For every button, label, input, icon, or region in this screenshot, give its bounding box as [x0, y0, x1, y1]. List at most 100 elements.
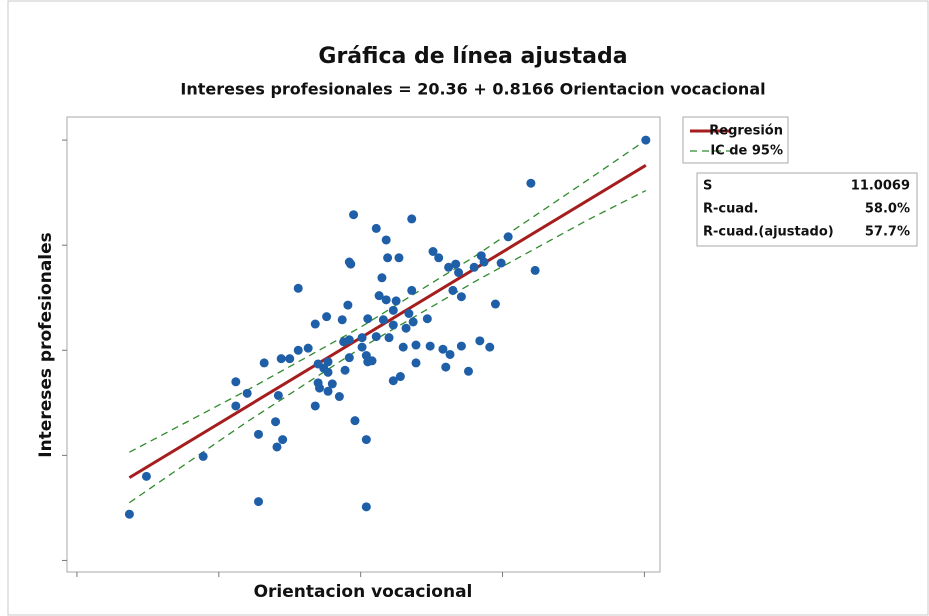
point: [469, 262, 479, 272]
point: [349, 210, 359, 220]
point: [231, 377, 241, 387]
point: [428, 247, 438, 257]
point: [361, 502, 371, 512]
point: [404, 309, 414, 319]
point: [384, 333, 394, 343]
point: [444, 262, 454, 272]
point: [357, 342, 367, 352]
point: [451, 259, 461, 269]
point: [371, 332, 381, 342]
point: [422, 314, 432, 324]
point: [378, 315, 388, 325]
chart-title: Gráfica de línea ajustada: [318, 44, 627, 69]
point: [363, 314, 373, 324]
point: [503, 232, 513, 242]
point: [456, 341, 466, 351]
point: [357, 333, 367, 343]
point: [394, 253, 404, 263]
point: [323, 357, 333, 367]
stat-value: 57.7%: [865, 225, 910, 240]
legend-label: IC de 95%: [710, 144, 783, 159]
point: [374, 291, 384, 301]
point: [273, 390, 283, 400]
point: [448, 285, 458, 295]
point: [315, 383, 325, 393]
stat-name: R-cuad.(ajustado): [703, 225, 834, 240]
point: [323, 367, 333, 377]
point: [463, 366, 473, 376]
point: [401, 323, 411, 333]
point: [388, 320, 398, 330]
point: [490, 299, 500, 309]
point: [371, 223, 381, 233]
point: [303, 343, 313, 353]
point: [530, 265, 540, 275]
stat-name: R-cuad.: [703, 202, 758, 217]
point: [254, 497, 264, 507]
point: [323, 386, 333, 396]
point: [343, 300, 353, 310]
point: [411, 340, 421, 350]
point: [454, 268, 464, 278]
point: [322, 312, 332, 322]
point: [276, 354, 286, 364]
point: [340, 365, 350, 375]
point: [388, 376, 398, 386]
point: [485, 342, 495, 352]
point: [479, 257, 489, 267]
point: [231, 401, 241, 411]
point: [293, 345, 303, 355]
point: [361, 435, 371, 445]
point: [381, 295, 391, 305]
point: [350, 416, 360, 426]
point: [310, 401, 320, 411]
point: [411, 358, 421, 368]
legend-label: Regresión: [709, 124, 783, 139]
point: [242, 388, 252, 398]
point: [272, 442, 282, 452]
legend: [682, 116, 789, 164]
point: [271, 417, 281, 427]
regression-line: [128, 164, 647, 479]
y-axis-label: Intereses profesionales: [36, 232, 56, 458]
point: [445, 349, 455, 359]
point: [441, 362, 451, 372]
point: [377, 273, 387, 283]
stat-value: 11.0069: [851, 179, 910, 194]
point: [391, 296, 401, 306]
point: [310, 319, 320, 329]
point: [337, 315, 347, 325]
point: [398, 342, 408, 352]
point: [278, 435, 288, 445]
point: [293, 283, 303, 293]
point: [395, 372, 405, 382]
point: [327, 379, 337, 389]
point: [641, 135, 651, 145]
point: [259, 358, 269, 368]
point: [285, 354, 295, 364]
point: [198, 451, 208, 461]
stat-name: S: [703, 179, 712, 194]
chart-subtitle: Intereses profesionales = 20.36 + 0.8166…: [180, 80, 765, 99]
point: [407, 285, 417, 295]
point: [344, 257, 354, 267]
point: [496, 258, 506, 268]
point: [434, 253, 444, 263]
point: [407, 214, 417, 224]
point: [254, 429, 264, 439]
point: [124, 509, 134, 519]
point: [425, 341, 435, 351]
point: [381, 235, 391, 245]
point: [408, 317, 418, 327]
point: [344, 353, 354, 363]
stat-value: 58.0%: [865, 202, 910, 217]
point: [456, 292, 466, 302]
point: [383, 253, 393, 263]
point: [334, 392, 344, 402]
point: [438, 344, 448, 354]
point: [526, 178, 536, 188]
point: [388, 305, 398, 315]
stats-box: [696, 172, 918, 247]
